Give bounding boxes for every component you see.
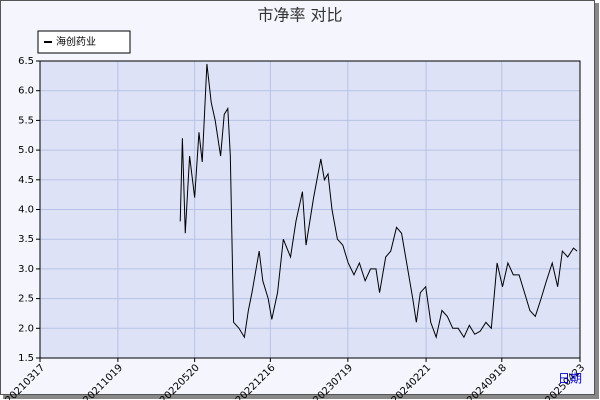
y-tick-label: 5.5 <box>18 115 34 126</box>
data-line <box>179 63 578 340</box>
y-tick-label: 2.0 <box>18 323 34 334</box>
legend: 海创药业 <box>37 30 131 54</box>
y-tick-label: 3.5 <box>18 234 34 245</box>
y-tick-label: 4.0 <box>18 205 34 216</box>
x-axis-label: 日期 <box>558 372 582 386</box>
y-tick-label: 3.0 <box>18 264 34 275</box>
y-tick-label: 5.0 <box>18 145 34 156</box>
legend-label: 海创药业 <box>56 35 96 48</box>
chart-title: 市净率 对比 <box>257 6 342 25</box>
y-tick-label: 1.5 <box>18 353 34 364</box>
legend-box <box>37 30 131 54</box>
y-tick-label: 6.5 <box>18 56 34 67</box>
y-tick-label: 2.5 <box>18 294 34 305</box>
y-tick-label: 6.0 <box>18 86 34 97</box>
plot-border <box>39 60 581 359</box>
y-tick-label: 4.5 <box>18 175 34 186</box>
